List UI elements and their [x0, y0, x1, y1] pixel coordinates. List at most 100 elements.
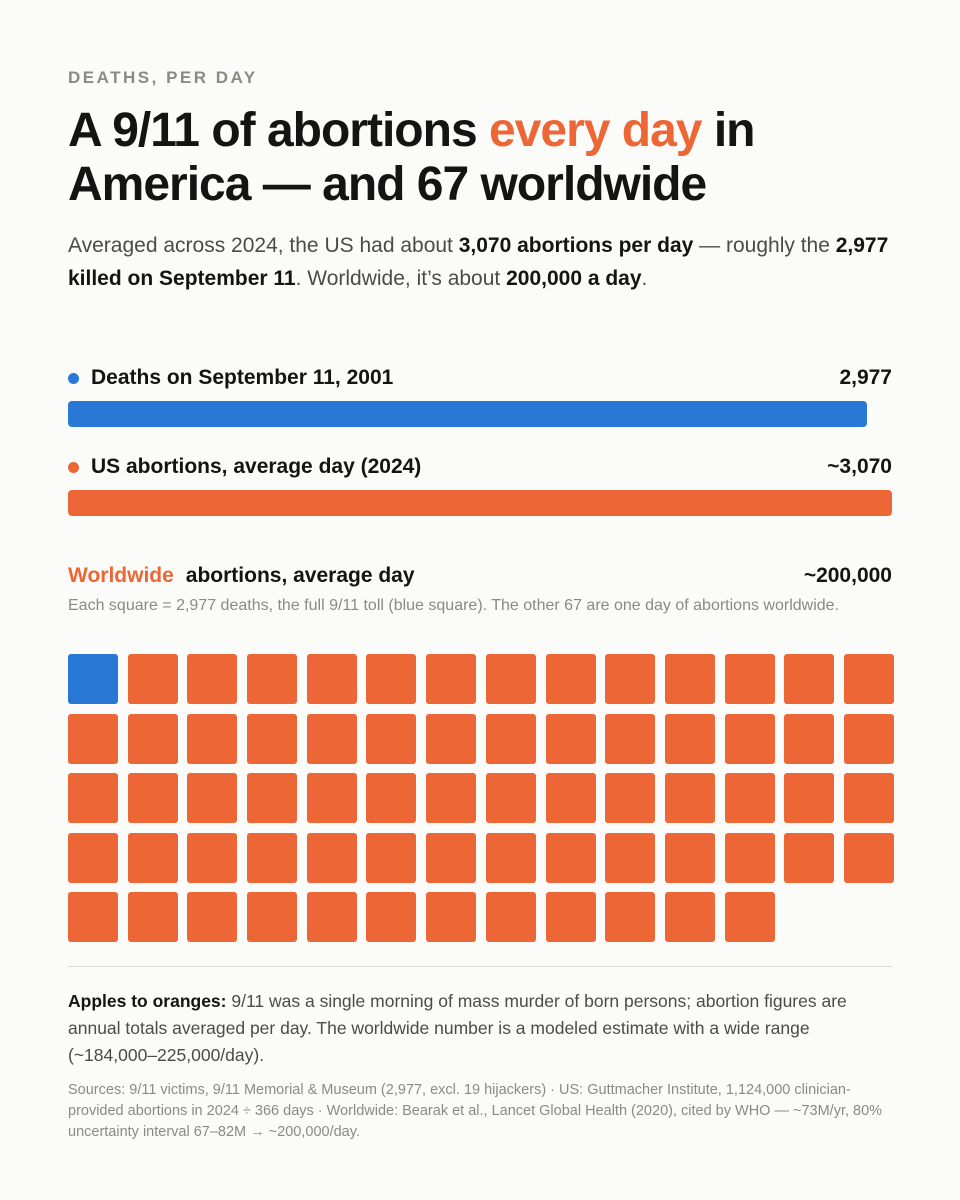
waffle-square-abortion [605, 654, 656, 704]
waffle-square-abortion [545, 654, 596, 704]
legend-dot-us-abortions [68, 461, 79, 473]
waffle-square-abortion [426, 773, 477, 823]
headline-part1: A 9/11 of abortions [68, 104, 489, 157]
waffle-square-abortion [664, 892, 715, 942]
waffle-square-abortion [485, 654, 536, 704]
waffle-square-abortion [485, 892, 536, 942]
subhead-text-4: . [641, 267, 648, 290]
waffle-square-abortion [724, 832, 775, 883]
waffle-square-abortion [724, 654, 775, 704]
waffle-square-abortion [724, 713, 775, 764]
waffle-square-abortion [605, 713, 656, 764]
waffle-square-abortion [664, 654, 715, 704]
waffle-square-abortion [247, 654, 298, 704]
caveat: Apples to oranges: 9/11 was a single mor… [68, 988, 898, 1069]
waffle-square-abortion [843, 713, 894, 764]
waffle-square-abortion [724, 892, 775, 942]
waffle-square-abortion [426, 892, 477, 942]
headline: A 9/11 of abortions every day in America… [68, 104, 908, 212]
waffle-square-abortion [843, 773, 894, 823]
waffle-square-abortion [247, 713, 298, 764]
waffle-square-abortion [187, 832, 238, 883]
headline-part2: in America — and 67 worldwide [68, 104, 755, 211]
waffle-square-abortion [545, 892, 596, 942]
kicker: DEATHS, PER DAY [68, 68, 258, 87]
subhead-text-3: . Worldwide, it’s about [295, 267, 507, 290]
bar-value-911: 2,977 [839, 366, 892, 389]
waffle-square-abortion [724, 773, 775, 823]
bar-label-us-abortions: US abortions, average day (2024) [68, 455, 421, 479]
waffle-square-abortion [784, 654, 835, 704]
waffle-square-abortion [843, 654, 894, 704]
waffle-square-abortion [187, 892, 238, 942]
bar-value-us-abortions: ~3,070 [827, 455, 892, 478]
waffle-square-abortion [605, 892, 656, 942]
divider [68, 966, 892, 967]
headline-accent: every day [488, 104, 703, 157]
subhead-bold-1: 3,070 abortions per day [458, 234, 694, 257]
waffle-square-abortion [366, 713, 417, 764]
waffle-square-abortion [605, 832, 656, 883]
waffle-square-abortion [247, 773, 298, 823]
waffle-square-abortion [306, 832, 357, 883]
sources: Sources: 9/11 victims, 9/11 Memorial & M… [68, 1082, 883, 1140]
waffle-square-abortion [485, 713, 536, 764]
waffle-square-abortion [366, 892, 417, 942]
bar-label-us-abortions-text: US abortions, average day (2024) [91, 455, 422, 478]
waffle-square-abortion [366, 773, 417, 823]
caveat-text: 9/11 was a single morning of mass murder… [68, 991, 847, 1065]
waffle-square-abortion [545, 713, 596, 764]
waffle-square-abortion [485, 832, 536, 883]
waffle-square-abortion [664, 713, 715, 764]
waffle-square-abortion [784, 832, 835, 883]
waffle-square-abortion [68, 773, 118, 823]
waffle-square-abortion [366, 832, 417, 883]
waffle-square-abortion [664, 832, 715, 883]
bar-us-abortions [68, 490, 892, 516]
waffle-title-rest: abortions, average day [185, 564, 415, 587]
waffle-square-abortion [127, 832, 178, 883]
waffle-square-abortion [306, 892, 357, 942]
waffle-square-abortion [485, 773, 536, 823]
waffle-note: Each square = 2,977 deaths, the full 9/1… [68, 597, 840, 614]
waffle-square-911 [68, 654, 118, 704]
waffle-square-abortion [127, 892, 178, 942]
bar-label-911-text: Deaths on September 11, 2001 [91, 366, 394, 389]
waffle-square-abortion [306, 654, 357, 704]
waffle-square-abortion [426, 832, 477, 883]
legend-dot-911 [68, 372, 79, 384]
waffle-square-abortion [306, 773, 357, 823]
waffle-grid [68, 654, 894, 942]
waffle-square-abortion [68, 713, 118, 764]
waffle-square-abortion [68, 892, 118, 942]
subhead-bold-3: 200,000 a day [506, 267, 642, 290]
waffle-title: Worldwide abortions, average day [68, 564, 415, 588]
waffle-square-abortion [187, 773, 238, 823]
subhead-text-2: — roughly the [693, 234, 836, 257]
waffle-square-abortion [605, 773, 656, 823]
waffle-square-abortion [127, 654, 178, 704]
bar-track-911 [68, 401, 892, 427]
bar-911 [68, 401, 868, 427]
waffle-value: ~200,000 [803, 564, 892, 587]
waffle-square-abortion [306, 713, 357, 764]
bar-track-us-abortions [68, 490, 892, 516]
waffle-square-abortion [68, 832, 118, 883]
waffle-square-abortion [426, 713, 477, 764]
waffle-square-abortion [187, 713, 238, 764]
waffle-square-abortion [784, 713, 835, 764]
waffle-square-abortion [127, 773, 178, 823]
subhead-bold-2: 2,977 killed on September 11 [68, 234, 889, 290]
waffle-square-abortion [366, 654, 417, 704]
bar-label-911: Deaths on September 11, 2001 [68, 366, 393, 390]
waffle-square-abortion [664, 773, 715, 823]
waffle-square-abortion [247, 832, 298, 883]
waffle-square-abortion [127, 713, 178, 764]
subhead-text-1: Averaged across 2024, the US had about [68, 234, 459, 257]
waffle-square-abortion [545, 773, 596, 823]
waffle-square-abortion [545, 832, 596, 883]
waffle-square-abortion [426, 654, 477, 704]
waffle-title-accent: Worldwide [68, 564, 174, 587]
subhead: Averaged across 2024, the US had about 3… [68, 229, 898, 295]
